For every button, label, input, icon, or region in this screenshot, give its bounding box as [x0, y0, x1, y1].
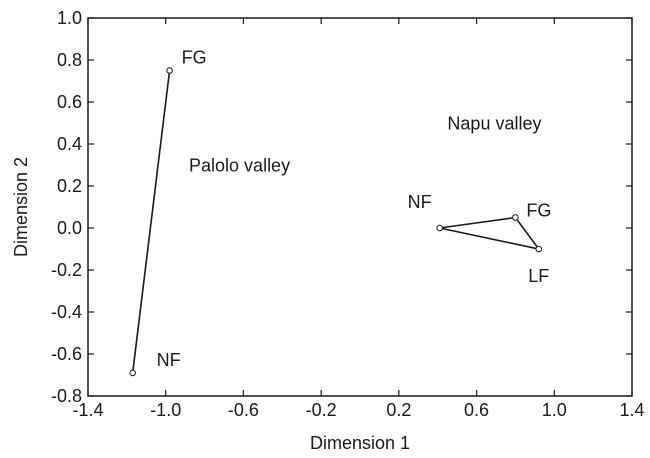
- y-axis-title: Dimension 2: [11, 157, 31, 257]
- y-tick-label: 0.6: [57, 92, 82, 112]
- y-tick-label: 0.2: [57, 176, 82, 196]
- x-tick-label: 0.6: [464, 400, 489, 420]
- tick-marks: [87, 17, 633, 397]
- point-labels: FG NF NF FG LF: [157, 48, 552, 370]
- y-tick-label: 0.0: [57, 218, 82, 238]
- x-tick-label: -0.6: [228, 400, 259, 420]
- y-tick-label: -0.8: [51, 386, 82, 406]
- plot-frame: [87, 17, 633, 397]
- data-point: [129, 369, 136, 377]
- series-line: [131, 70, 171, 373]
- data-point: [436, 224, 443, 232]
- data-points: [129, 67, 543, 377]
- series-triangle: [439, 216, 541, 251]
- x-tick-label: 0.2: [386, 400, 411, 420]
- tick-labels: -1.4 -1.0 -0.6 -0.2 0.2 0.6 1.0 1.4 1.0 0.8 0.6 0.4…: [51, 8, 645, 420]
- x-tick-label: -1.0: [150, 400, 181, 420]
- point-label: LF: [528, 266, 549, 286]
- point-label: FG: [182, 48, 207, 68]
- y-tick-label: 1.0: [57, 8, 82, 28]
- x-axis-title: Dimension 1: [310, 433, 410, 453]
- y-tick-label: -0.2: [51, 260, 82, 280]
- data-point: [512, 214, 519, 221]
- point-label: NF: [157, 350, 181, 370]
- data-point: [166, 67, 173, 74]
- y-tick-label: -0.6: [51, 344, 82, 364]
- annotation-label: Napu valley: [447, 113, 541, 133]
- annotation-label: Palolo valley: [189, 155, 290, 175]
- y-tick-label: 0.8: [57, 50, 82, 70]
- y-tick-label: 0.4: [57, 134, 82, 154]
- x-tick-label: 1.4: [619, 400, 644, 420]
- data-point: [535, 245, 543, 253]
- y-tick-label: -0.4: [51, 302, 82, 322]
- annotations: Palolo valley Napu valley: [189, 113, 541, 175]
- x-tick-label: 1.0: [542, 400, 567, 420]
- point-label: FG: [526, 201, 551, 221]
- point-label: NF: [408, 192, 432, 212]
- x-tick-label: -1.4: [72, 400, 103, 420]
- series-lines: [131, 70, 541, 373]
- x-tick-label: -0.2: [306, 400, 337, 420]
